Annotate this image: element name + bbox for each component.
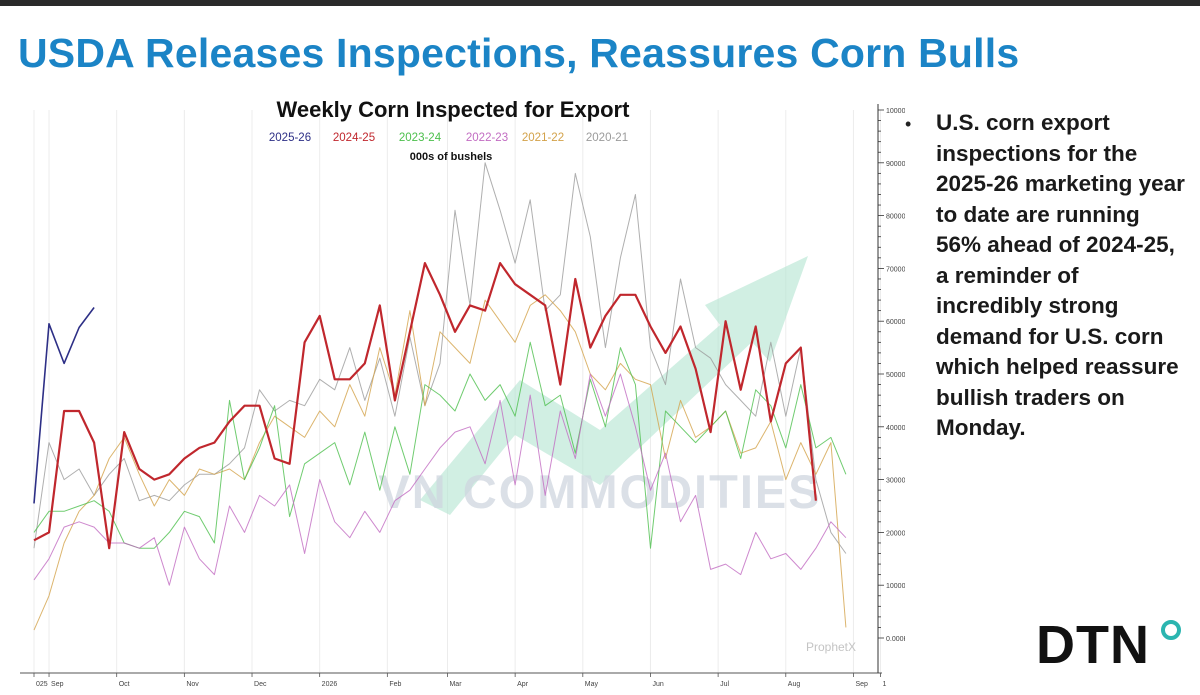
chart-svg: VN COMMODITIES 0.000K 10000 20000 30000 4000…: [0, 90, 905, 695]
watermark-layer: VN COMMODITIES: [378, 256, 821, 518]
chart-legend: 2025-26 2024-25 2023-24 2022-23 2021-22 2020-…: [269, 132, 628, 144]
chart-title: Weekly Corn Inspected for Export: [277, 97, 631, 122]
series-2025-26: [33, 307, 95, 504]
chart-subtitle: 000s of bushels: [410, 151, 493, 163]
series-layer: [33, 162, 847, 631]
axis-layer: 0.000K 10000 20000 30000 40000 50000 60000 7000…: [20, 104, 905, 688]
y-tick-label: 30000: [886, 478, 905, 485]
commentary-text: U.S. corn export inspections for the 202…: [936, 110, 1185, 440]
watermark-text: VN COMMODITIES: [378, 465, 821, 518]
x-tick-label: Nov: [186, 681, 199, 688]
series-line-2024-25: [33, 262, 817, 550]
x-tick-label: Apr: [517, 681, 529, 688]
top-bar: [0, 0, 1200, 6]
y-tick-label: 50000: [886, 372, 905, 379]
x-tick-label: May: [585, 681, 599, 688]
prophetx-brand: ProphetX: [806, 640, 856, 654]
x-tick-label: Sep: [51, 681, 64, 688]
x-tick-label: 1: [883, 681, 887, 688]
bullet-point-icon: •: [905, 114, 912, 134]
page-title: USDA Releases Inspections, Reassures Cor…: [18, 30, 1020, 76]
x-tick-label: Sep: [855, 681, 868, 688]
x-tick-label: Oct: [119, 681, 130, 688]
grid-layer: [33, 110, 882, 673]
chart-container: VN COMMODITIES 0.000K 10000 20000 30000 4000…: [0, 90, 905, 695]
y-tick-label: 90000: [886, 161, 905, 168]
series-line-2025-26: [33, 307, 95, 504]
y-tick-label: 80000: [886, 214, 905, 221]
legend-item-2025-26: 2025-26: [269, 132, 311, 144]
legend-item-2022-23: 2022-23: [466, 132, 508, 144]
legend-item-2020-21: 2020-21: [586, 132, 628, 144]
series-2020-21: [33, 162, 847, 554]
x-tick-label: Aug: [788, 681, 801, 688]
x-tick-label: Mar: [449, 681, 462, 688]
y-tick-label: 60000: [886, 319, 905, 326]
series-2024-25: [33, 262, 817, 550]
y-tick-label: 0.000K: [886, 636, 905, 643]
series-line-2020-21: [33, 162, 847, 554]
x-tick-label: Feb: [389, 681, 401, 688]
y-tick-label: 70000: [886, 266, 905, 273]
x-tick-label: 2026: [322, 681, 338, 688]
y-tick-label: 20000: [886, 530, 905, 537]
x-tick-label: Jul: [720, 681, 729, 688]
legend-item-2023-24: 2023-24: [399, 132, 442, 144]
dtn-logo-ring-icon: [1161, 620, 1181, 640]
dtn-logo: DTN: [1036, 614, 1186, 676]
dtn-logo-text: DTN: [1036, 615, 1150, 675]
y-tick-label: 40000: [886, 425, 905, 432]
series-2022-23: [33, 373, 847, 586]
legend-item-2024-25: 2024-25: [333, 132, 375, 144]
series-line-2022-23: [33, 373, 847, 586]
chart-background: [0, 90, 905, 695]
y-tick-label: 10000: [886, 583, 905, 590]
x-tick-label: Dec: [254, 681, 267, 688]
x-tick-label: Jun: [652, 681, 663, 688]
watermark-arrow-icon: [420, 256, 808, 515]
legend-item-2021-22: 2021-22: [522, 132, 564, 144]
x-tick-label: 025: [36, 681, 48, 688]
